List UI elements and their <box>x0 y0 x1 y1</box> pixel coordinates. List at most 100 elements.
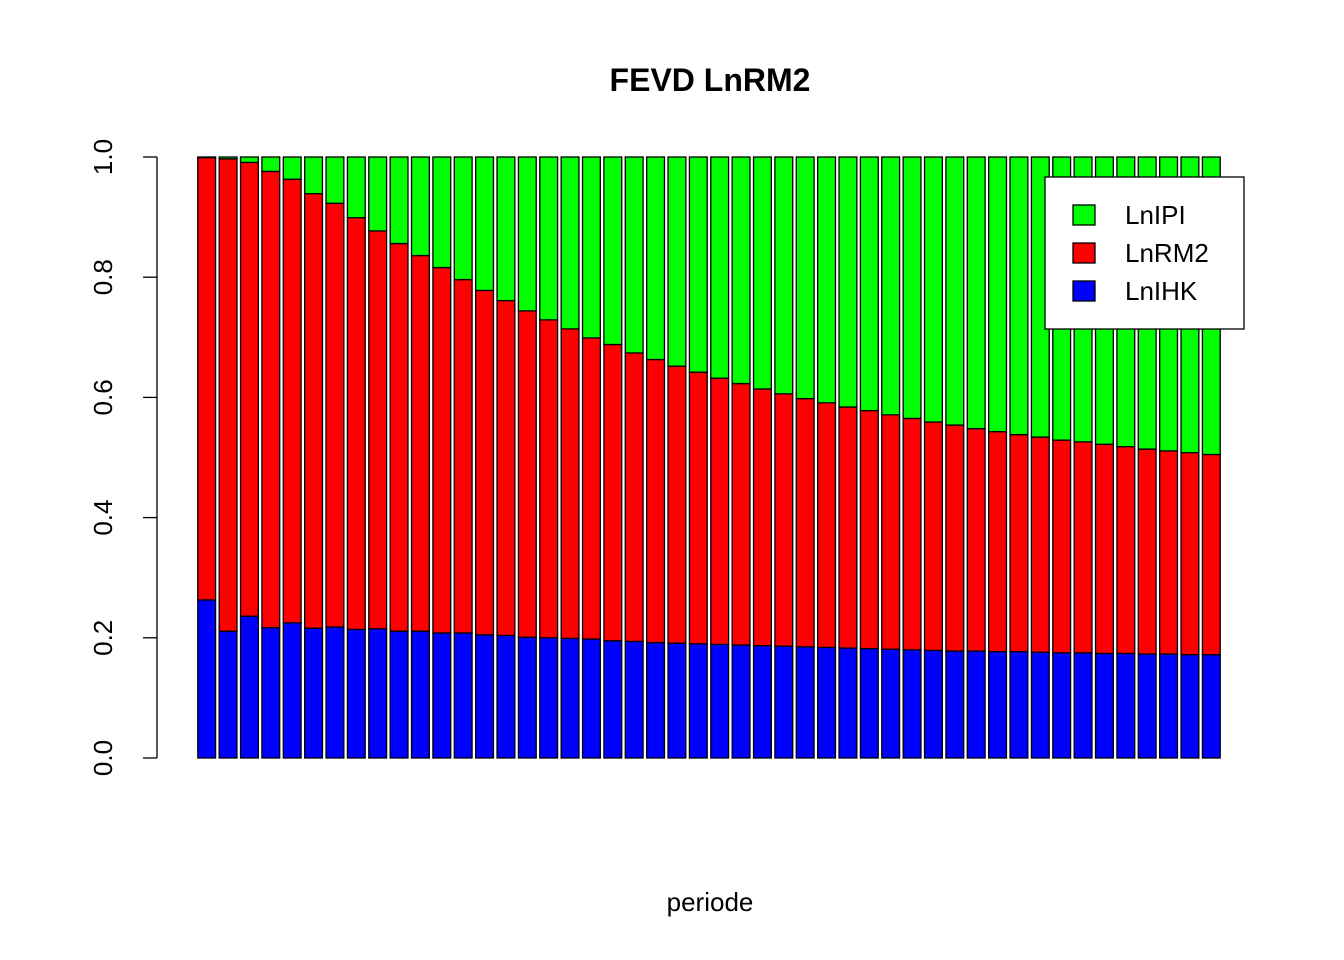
bar-segment-lnrm2 <box>475 289 495 636</box>
legend: LnIPI LnRM2 LnIHK <box>1044 176 1245 330</box>
legend-label-lnrm2: LnRM2 <box>1125 238 1209 268</box>
bar-segment-lnipi <box>475 156 495 292</box>
bar-segment-lnipi <box>881 156 901 416</box>
y-tick-label: 0.4 <box>88 500 118 536</box>
bar-segment-lnipi <box>368 156 388 232</box>
bar-segment-lnrm2 <box>539 319 559 639</box>
bar-segment-lnihk <box>1073 652 1093 759</box>
bar-segment-lnipi <box>902 156 922 420</box>
legend-swatch-lnrm2 <box>1072 242 1096 264</box>
bar-segment-lnihk <box>667 642 687 759</box>
bar-segment-lnipi <box>667 156 687 367</box>
legend-label-lnipi: LnIPI <box>1125 200 1186 230</box>
bar-segment-lnrm2 <box>881 414 901 650</box>
bar-segment-lnihk <box>1030 651 1050 759</box>
bar-segment-lnrm2 <box>1201 453 1221 656</box>
bar-segment-lnrm2 <box>496 299 516 637</box>
bar-segment-lnipi <box>218 156 238 160</box>
bar-segment-lnihk <box>239 615 259 759</box>
chart-title: FEVD LnRM2 <box>610 62 811 98</box>
bar-segment-lnrm2 <box>239 161 259 617</box>
bar-segment-lnrm2 <box>1094 443 1114 655</box>
y-tick-label: 0.0 <box>88 740 118 776</box>
bar-segment-lnrm2 <box>1159 450 1179 655</box>
y-tick-label: 1.0 <box>88 139 118 175</box>
bar-segment-lnrm2 <box>988 431 1008 653</box>
bar-segment-lnihk <box>475 634 495 759</box>
bar-segment-lnipi <box>988 156 1008 433</box>
bar-segment-lnihk <box>346 628 366 759</box>
bar-segment-lnihk <box>646 641 666 759</box>
bar-segment-lnrm2 <box>838 406 858 649</box>
bar-segment-lnipi <box>453 156 473 281</box>
bar-segment-lnrm2 <box>261 170 281 629</box>
bar-segment-lnrm2 <box>1180 452 1200 656</box>
bar-segment-lnihk <box>304 627 324 759</box>
bar-segment-lnihk <box>988 650 1008 759</box>
bar-segment-lnihk <box>389 630 409 759</box>
bars-group <box>197 156 1221 759</box>
bar-segment-lnrm2 <box>560 328 580 640</box>
bar-segment-lnrm2 <box>389 242 409 632</box>
bar-segment-lnihk <box>838 647 858 759</box>
bar-segment-lnrm2 <box>432 266 452 634</box>
bar-segment-lnipi <box>817 156 837 404</box>
bar-segment-lnihk <box>603 640 623 759</box>
y-axis: 0.0 0.2 0.4 0.6 0.8 1.0 <box>88 139 158 776</box>
bar-segment-lnihk <box>945 650 965 759</box>
bar-segment-lnihk <box>432 632 452 759</box>
bar-segment-lnipi <box>1009 156 1029 436</box>
bar-segment-lnrm2 <box>304 193 324 629</box>
bar-segment-lnihk <box>560 637 580 759</box>
bar-segment-lnrm2 <box>710 377 730 646</box>
bar-segment-lnipi <box>496 156 516 302</box>
bar-segment-lnipi <box>624 156 644 354</box>
bar-segment-lnihk <box>1116 652 1136 759</box>
bar-segment-lnipi <box>710 156 730 379</box>
bar-segment-lnipi <box>410 156 430 257</box>
bar-segment-lnihk <box>1201 653 1221 759</box>
bar-segment-lnrm2 <box>197 156 217 601</box>
bar-segment-lnihk <box>539 637 559 759</box>
bar-segment-lnihk <box>282 622 302 759</box>
bar-segment-lnihk <box>795 646 815 759</box>
legend-swatch-lnipi <box>1072 204 1096 226</box>
bar-segment-lnihk <box>1094 652 1114 759</box>
bar-segment-lnihk <box>325 626 345 759</box>
legend-swatch-lnihk <box>1072 280 1096 302</box>
y-tick-label: 0.8 <box>88 259 118 295</box>
bar-segment-lnipi <box>945 156 965 426</box>
bar-segment-lnihk <box>453 632 473 759</box>
bar-segment-lnrm2 <box>752 388 772 647</box>
bar-segment-lnihk <box>218 630 238 759</box>
bar-segment-lnrm2 <box>1116 446 1136 655</box>
bar-segment-lnihk <box>710 643 730 759</box>
bar-segment-lnipi <box>581 156 601 339</box>
bar-segment-lnrm2 <box>346 217 366 631</box>
bar-segment-lnrm2 <box>603 343 623 642</box>
bar-segment-lnihk <box>261 626 281 759</box>
bar-segment-lnipi <box>731 156 751 385</box>
x-axis-label: periode <box>667 887 754 917</box>
bar-segment-lnihk <box>581 638 601 759</box>
bar-segment-lnipi <box>774 156 794 395</box>
bar-segment-lnihk <box>410 630 430 759</box>
bar-segment-lnipi <box>282 156 302 180</box>
bar-segment-lnihk <box>1159 653 1179 759</box>
bar-segment-lnrm2 <box>667 365 687 644</box>
bar-segment-lnrm2 <box>688 371 708 645</box>
bar-segment-lnihk <box>923 649 943 759</box>
bar-segment-lnihk <box>752 644 772 759</box>
bar-segment-lnipi <box>923 156 943 423</box>
bar-segment-lnipi <box>325 156 345 204</box>
bar-segment-lnrm2 <box>795 397 815 648</box>
bar-segment-lnipi <box>389 156 409 245</box>
bar-segment-lnipi <box>517 156 537 312</box>
bar-segment-lnipi <box>539 156 559 321</box>
bar-segment-lnrm2 <box>945 424 965 652</box>
bar-segment-lnrm2 <box>581 337 601 640</box>
bar-segment-lnihk <box>881 648 901 759</box>
bar-segment-lnihk <box>368 628 388 759</box>
bar-segment-lnrm2 <box>368 230 388 630</box>
bar-segment-lnrm2 <box>453 278 473 634</box>
